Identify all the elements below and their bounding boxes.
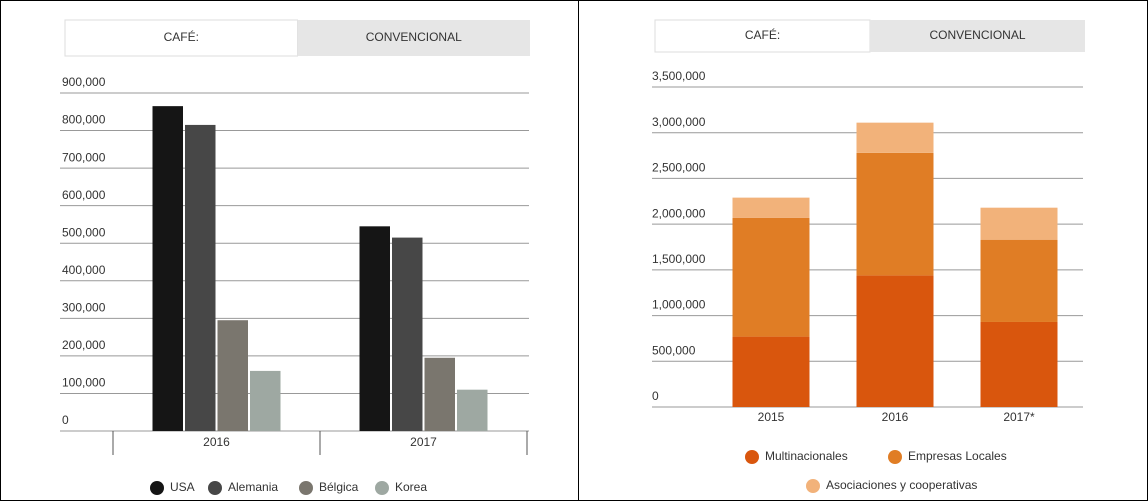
y-tick-label: 600,000 bbox=[62, 188, 106, 202]
tab[interactable] bbox=[870, 20, 1085, 52]
x-tick-label: 2017* bbox=[1003, 410, 1035, 424]
legend-label: Asociaciones y cooperativas bbox=[826, 478, 977, 492]
bar-segment bbox=[856, 275, 934, 407]
bar-segment bbox=[980, 239, 1058, 322]
y-tick-label: 1,000,000 bbox=[652, 298, 706, 312]
legend-label: Multinacionales bbox=[765, 449, 848, 463]
bar bbox=[185, 124, 216, 431]
bar bbox=[457, 389, 488, 431]
bar bbox=[392, 237, 423, 431]
y-tick-label: 200,000 bbox=[62, 338, 106, 352]
legend-swatch bbox=[375, 481, 389, 495]
y-tick-label: 0 bbox=[652, 389, 659, 403]
legend-swatch bbox=[299, 481, 313, 495]
legend-swatch bbox=[208, 481, 222, 495]
y-tick-label: 2,000,000 bbox=[652, 206, 706, 220]
legend-label: Empresas Locales bbox=[908, 449, 1007, 463]
y-tick-label: 3,500,000 bbox=[652, 69, 706, 83]
y-tick-label: 500,000 bbox=[62, 225, 106, 239]
y-tick-label: 300,000 bbox=[62, 301, 106, 315]
tab[interactable] bbox=[297, 20, 531, 56]
y-tick-label: 100,000 bbox=[62, 376, 106, 390]
tab-label[interactable]: CONVENCIONAL bbox=[366, 30, 462, 44]
bar bbox=[424, 357, 455, 431]
tab-label[interactable]: CONVENCIONAL bbox=[929, 28, 1025, 42]
tab[interactable] bbox=[654, 19, 871, 53]
bar-segment bbox=[980, 321, 1058, 407]
x-tick-label: 2015 bbox=[758, 410, 785, 424]
y-tick-label: 3,000,000 bbox=[652, 115, 706, 129]
bar-segment bbox=[732, 197, 810, 218]
y-tick-label: 700,000 bbox=[62, 150, 106, 164]
legend-label: Alemania bbox=[228, 480, 278, 494]
bar bbox=[250, 370, 281, 431]
tab-label[interactable]: CAFÉ: bbox=[745, 27, 780, 42]
legend-label: Bélgica bbox=[319, 480, 359, 494]
x-tick-label: 2016 bbox=[203, 435, 230, 449]
legend-label: USA bbox=[170, 480, 195, 494]
tab[interactable] bbox=[64, 19, 298, 57]
legend-swatch bbox=[150, 481, 164, 495]
y-tick-label: 900,000 bbox=[62, 75, 106, 89]
bar-segment bbox=[856, 122, 934, 153]
legend-swatch bbox=[888, 450, 902, 464]
y-tick-label: 800,000 bbox=[62, 113, 106, 127]
bar-segment bbox=[732, 336, 810, 407]
x-tick-label: 2017 bbox=[410, 435, 437, 449]
bar bbox=[152, 106, 183, 432]
bar-segment bbox=[856, 152, 934, 276]
legend-swatch bbox=[806, 479, 820, 493]
y-tick-label: 400,000 bbox=[62, 263, 106, 277]
bar bbox=[217, 320, 248, 431]
bar-segment bbox=[980, 207, 1058, 240]
y-tick-label: 1,500,000 bbox=[652, 252, 706, 266]
y-tick-label: 0 bbox=[62, 413, 69, 427]
y-tick-label: 500,000 bbox=[652, 343, 696, 357]
bar-segment bbox=[732, 217, 810, 337]
x-tick-label: 2016 bbox=[882, 410, 909, 424]
bar bbox=[359, 226, 390, 431]
legend-swatch bbox=[745, 450, 759, 464]
legend-label: Korea bbox=[395, 480, 427, 494]
y-tick-label: 2,500,000 bbox=[652, 161, 706, 175]
tab-label[interactable]: CAFÉ: bbox=[164, 29, 199, 44]
